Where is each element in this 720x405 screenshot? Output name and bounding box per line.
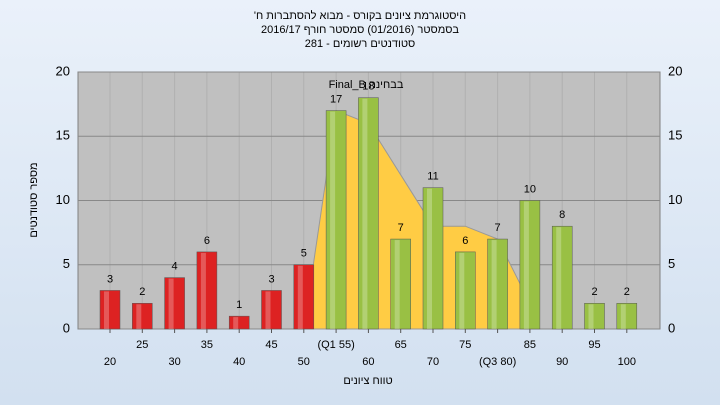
value-label: 2 bbox=[624, 286, 630, 298]
title-line: סטודנטים רשומים - 281 bbox=[305, 38, 416, 50]
bar bbox=[487, 238, 508, 330]
value-label: 7 bbox=[398, 222, 404, 234]
value-label: 10 bbox=[524, 183, 536, 195]
bar bbox=[390, 238, 411, 330]
value-label: 3 bbox=[107, 273, 113, 285]
x-tick-label: 40 bbox=[233, 356, 245, 368]
y-tick-label: 10 bbox=[56, 192, 70, 207]
bar-shine bbox=[297, 265, 303, 329]
title-line: היסטוגרמת ציונים בקורס - מבוא להסתברות ח… bbox=[254, 9, 466, 22]
value-label: 2 bbox=[591, 286, 597, 298]
bar-shine bbox=[523, 201, 529, 329]
y-tick-label: 20 bbox=[56, 63, 70, 78]
bar bbox=[196, 251, 218, 330]
x-tick-label: (Q1 55) bbox=[317, 339, 354, 351]
bar bbox=[132, 303, 153, 330]
y2-tick-label: 15 bbox=[668, 128, 682, 143]
x-tick-label: 50 bbox=[298, 356, 310, 368]
value-label: 17 bbox=[330, 93, 342, 105]
x-tick-label: 45 bbox=[265, 339, 277, 351]
y2-tick-label: 0 bbox=[668, 320, 675, 335]
title-line: בסמסטר (01/2016) סמסטר חורף 2016/17 bbox=[261, 24, 459, 36]
bar-shine bbox=[491, 240, 497, 329]
x-tick-label: 35 bbox=[201, 339, 213, 351]
value-label: 6 bbox=[462, 235, 468, 247]
x-tick-label: (Q3 80) bbox=[479, 356, 516, 368]
value-label: 5 bbox=[301, 248, 307, 260]
bar-shine bbox=[394, 240, 400, 329]
x-tick-label: 30 bbox=[168, 356, 180, 368]
x-tick-label: 100 bbox=[618, 356, 636, 368]
bar-shine bbox=[200, 252, 206, 329]
y2-tick-label: 20 bbox=[668, 63, 682, 78]
y2-tick-label: 5 bbox=[668, 256, 675, 271]
x-tick-label: 85 bbox=[524, 339, 536, 351]
bar bbox=[228, 315, 250, 330]
value-label: 6 bbox=[204, 235, 210, 247]
x-tick-label: 90 bbox=[556, 356, 568, 368]
bar bbox=[455, 251, 476, 330]
bar bbox=[325, 110, 347, 330]
value-label: 2 bbox=[139, 286, 145, 298]
bar-shine bbox=[104, 291, 109, 329]
value-label: 8 bbox=[559, 209, 565, 221]
y-axis-label: מספר סטודנטים bbox=[28, 162, 40, 237]
bar bbox=[616, 303, 638, 330]
y2-tick-label: 10 bbox=[668, 192, 682, 207]
y-tick-label: 15 bbox=[56, 128, 70, 143]
value-label: 1 bbox=[236, 299, 242, 311]
x-tick-label: 20 bbox=[104, 356, 116, 368]
bar-shine bbox=[265, 291, 271, 329]
annotation: Final_B בבחינה bbox=[329, 79, 404, 91]
x-tick-label: 70 bbox=[427, 356, 439, 368]
bar bbox=[551, 225, 573, 330]
value-label: 11 bbox=[427, 171, 438, 183]
bar-shine bbox=[588, 304, 594, 329]
bar-shine bbox=[427, 188, 432, 329]
bar bbox=[99, 290, 121, 330]
x-tick-label: 60 bbox=[362, 356, 374, 368]
x-axis-label: טווח ציונים bbox=[343, 375, 392, 387]
x-tick-label: 95 bbox=[588, 339, 600, 351]
bar bbox=[584, 303, 605, 330]
value-label: 3 bbox=[268, 273, 274, 285]
x-tick-label: 75 bbox=[459, 339, 471, 351]
bar bbox=[358, 97, 379, 330]
bar-shine bbox=[620, 304, 626, 329]
bar-shine bbox=[459, 252, 465, 329]
bar-shine bbox=[556, 227, 562, 329]
bar-shine bbox=[136, 304, 142, 329]
bar bbox=[261, 290, 282, 330]
bar bbox=[164, 277, 185, 330]
y-tick-label: 5 bbox=[63, 256, 70, 271]
y-tick-label: 0 bbox=[63, 320, 70, 335]
value-label: 4 bbox=[172, 261, 178, 273]
bar bbox=[422, 187, 444, 330]
x-tick-label: 25 bbox=[136, 339, 148, 351]
bar bbox=[293, 264, 315, 330]
bar-shine bbox=[362, 98, 368, 329]
bar-shine bbox=[168, 278, 174, 329]
value-label: 18 bbox=[362, 81, 374, 93]
bar-shine bbox=[330, 111, 336, 329]
value-label: 7 bbox=[495, 222, 501, 234]
bar bbox=[519, 200, 541, 330]
x-tick-label: 65 bbox=[395, 339, 407, 351]
bar-shine bbox=[233, 317, 239, 329]
